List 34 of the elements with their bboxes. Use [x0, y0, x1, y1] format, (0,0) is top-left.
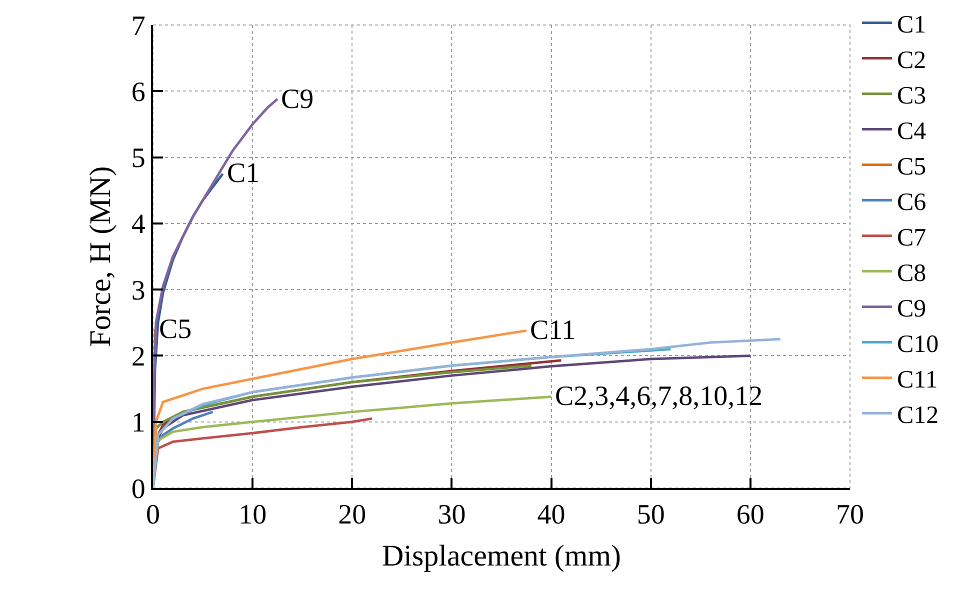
annotation: C1 — [227, 158, 260, 189]
legend-label: C4 — [896, 118, 927, 145]
x-tick-label: 40 — [537, 500, 566, 531]
x-tick-label: 30 — [438, 500, 466, 531]
x-tick-label: 20 — [338, 500, 366, 531]
y-tick-label: 6 — [131, 76, 146, 108]
annotation: C9 — [281, 84, 314, 115]
legend-label: C6 — [896, 189, 926, 216]
y-axis-title: Force, H (MN) — [84, 166, 117, 347]
y-tick-label: 0 — [131, 474, 146, 505]
legend-label: C8 — [896, 260, 926, 287]
legend-label: C2 — [896, 47, 926, 74]
y-tick-label: 5 — [131, 143, 146, 174]
y-tick-label: 1 — [131, 408, 146, 439]
legend-label: C12 — [896, 402, 939, 429]
y-tick-label: 2 — [131, 342, 146, 373]
x-tick-label: 60 — [736, 500, 764, 531]
legend-label: C3 — [896, 82, 926, 110]
legend-label: C1 — [896, 12, 926, 38]
legend-label: C11 — [896, 366, 938, 394]
legend-label: C9 — [896, 296, 926, 322]
x-tick-label: 10 — [238, 500, 267, 531]
legend-label: C5 — [896, 154, 926, 180]
x-tick-label: 70 — [836, 500, 864, 531]
annotation: C11 — [530, 315, 576, 346]
y-tick-label: 4 — [131, 209, 146, 240]
x-axis-title: Displacement (mm) — [382, 540, 622, 573]
legend-label: C7 — [896, 224, 926, 252]
annotation: C5 — [159, 314, 192, 345]
y-tick-label: 3 — [131, 275, 146, 306]
x-tick-label: 50 — [636, 500, 665, 531]
annotation: C2,3,4,6,7,8,10,12 — [555, 381, 763, 412]
legend-label: C10 — [896, 331, 939, 358]
y-tick-label: 7 — [131, 10, 146, 42]
